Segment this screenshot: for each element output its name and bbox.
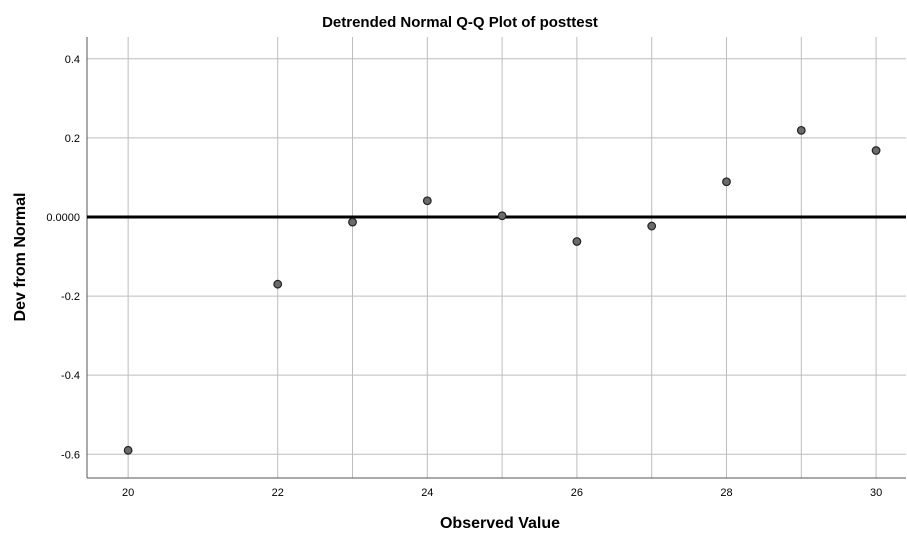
x-tick-label: 26 xyxy=(571,487,583,499)
grid-layer xyxy=(87,37,906,478)
x-tick-labels: 20 22 24 26 28 30 xyxy=(122,487,882,499)
data-point xyxy=(871,146,881,155)
y-tick-label: 0.2 xyxy=(65,133,80,145)
y-tick-label: 0.4 xyxy=(65,54,80,66)
x-axis-title: Observed Value xyxy=(440,515,560,532)
x-tick-label: 22 xyxy=(272,487,284,499)
data-point xyxy=(722,177,731,187)
data-point xyxy=(796,125,806,135)
x-tick-label: 20 xyxy=(122,487,134,499)
data-point xyxy=(497,211,507,221)
points-layer xyxy=(123,125,881,455)
y-axis-title: Dev from Normal xyxy=(12,193,29,322)
y-tick-label: -0.6 xyxy=(61,449,80,461)
x-tick-label: 28 xyxy=(720,487,732,499)
y-tick-label: -0.2 xyxy=(61,291,80,303)
y-tick-labels: 0.4 0.2 0.0000 -0.2 -0.4 -0.6 xyxy=(46,54,80,462)
x-tick-label: 24 xyxy=(421,487,433,499)
x-tick-label: 30 xyxy=(870,487,882,499)
data-point xyxy=(273,279,283,289)
chart-title: Detrended Normal Q-Q Plot of posttest xyxy=(322,14,598,31)
data-point xyxy=(348,217,357,227)
plot-frame xyxy=(86,37,906,479)
data-point xyxy=(422,196,432,206)
data-point xyxy=(123,445,133,455)
y-tick-label: -0.4 xyxy=(61,370,80,382)
data-point xyxy=(647,221,657,231)
data-point xyxy=(572,237,582,246)
y-tick-label: 0.0000 xyxy=(46,212,80,224)
